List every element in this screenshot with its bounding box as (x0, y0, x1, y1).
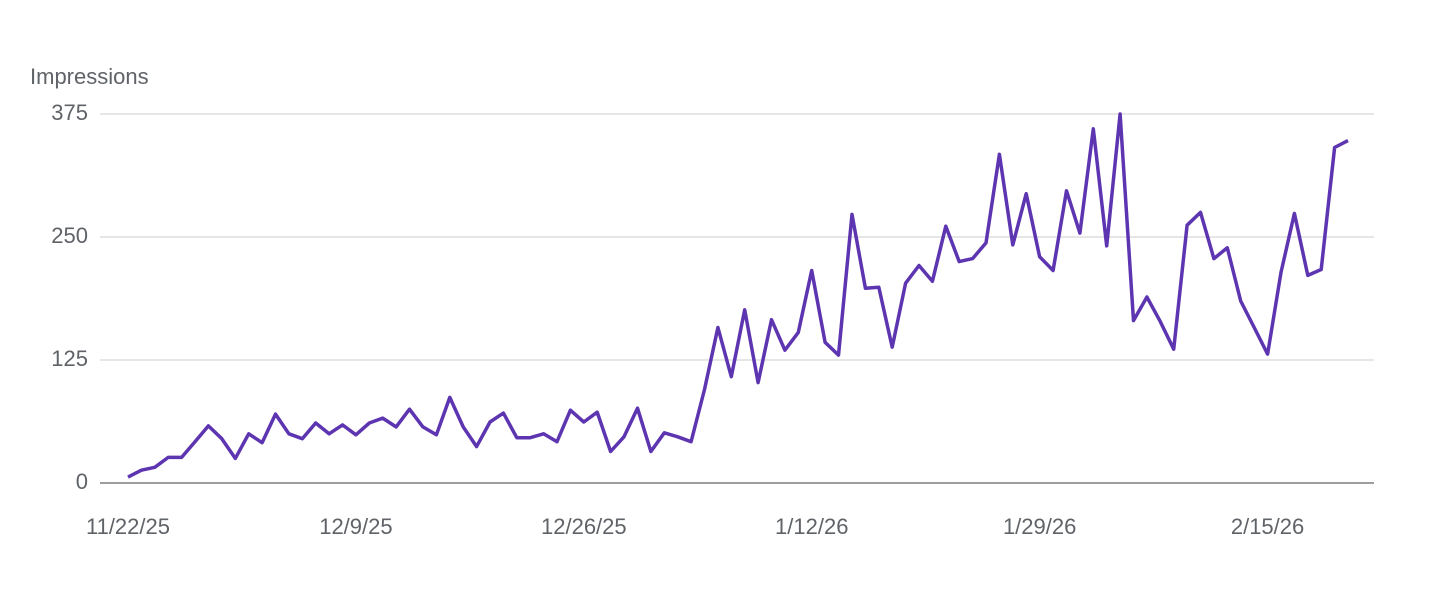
x-tick-label: 1/12/26 (775, 514, 848, 539)
x-tick-label: 2/15/26 (1231, 514, 1304, 539)
data-line (127, 112, 1349, 479)
x-tick-label: 12/26/25 (541, 514, 627, 539)
x-tick-label: 12/9/25 (319, 514, 392, 539)
axis-title: Impressions (30, 64, 149, 89)
x-tick-label: 1/29/26 (1003, 514, 1076, 539)
y-tick-label: 0 (76, 469, 88, 494)
y-tick-label: 125 (51, 346, 88, 371)
y-tick-label: 375 (51, 100, 88, 125)
x-tick-label: 11/22/25 (86, 514, 170, 539)
y-tick-label: 250 (51, 223, 88, 248)
